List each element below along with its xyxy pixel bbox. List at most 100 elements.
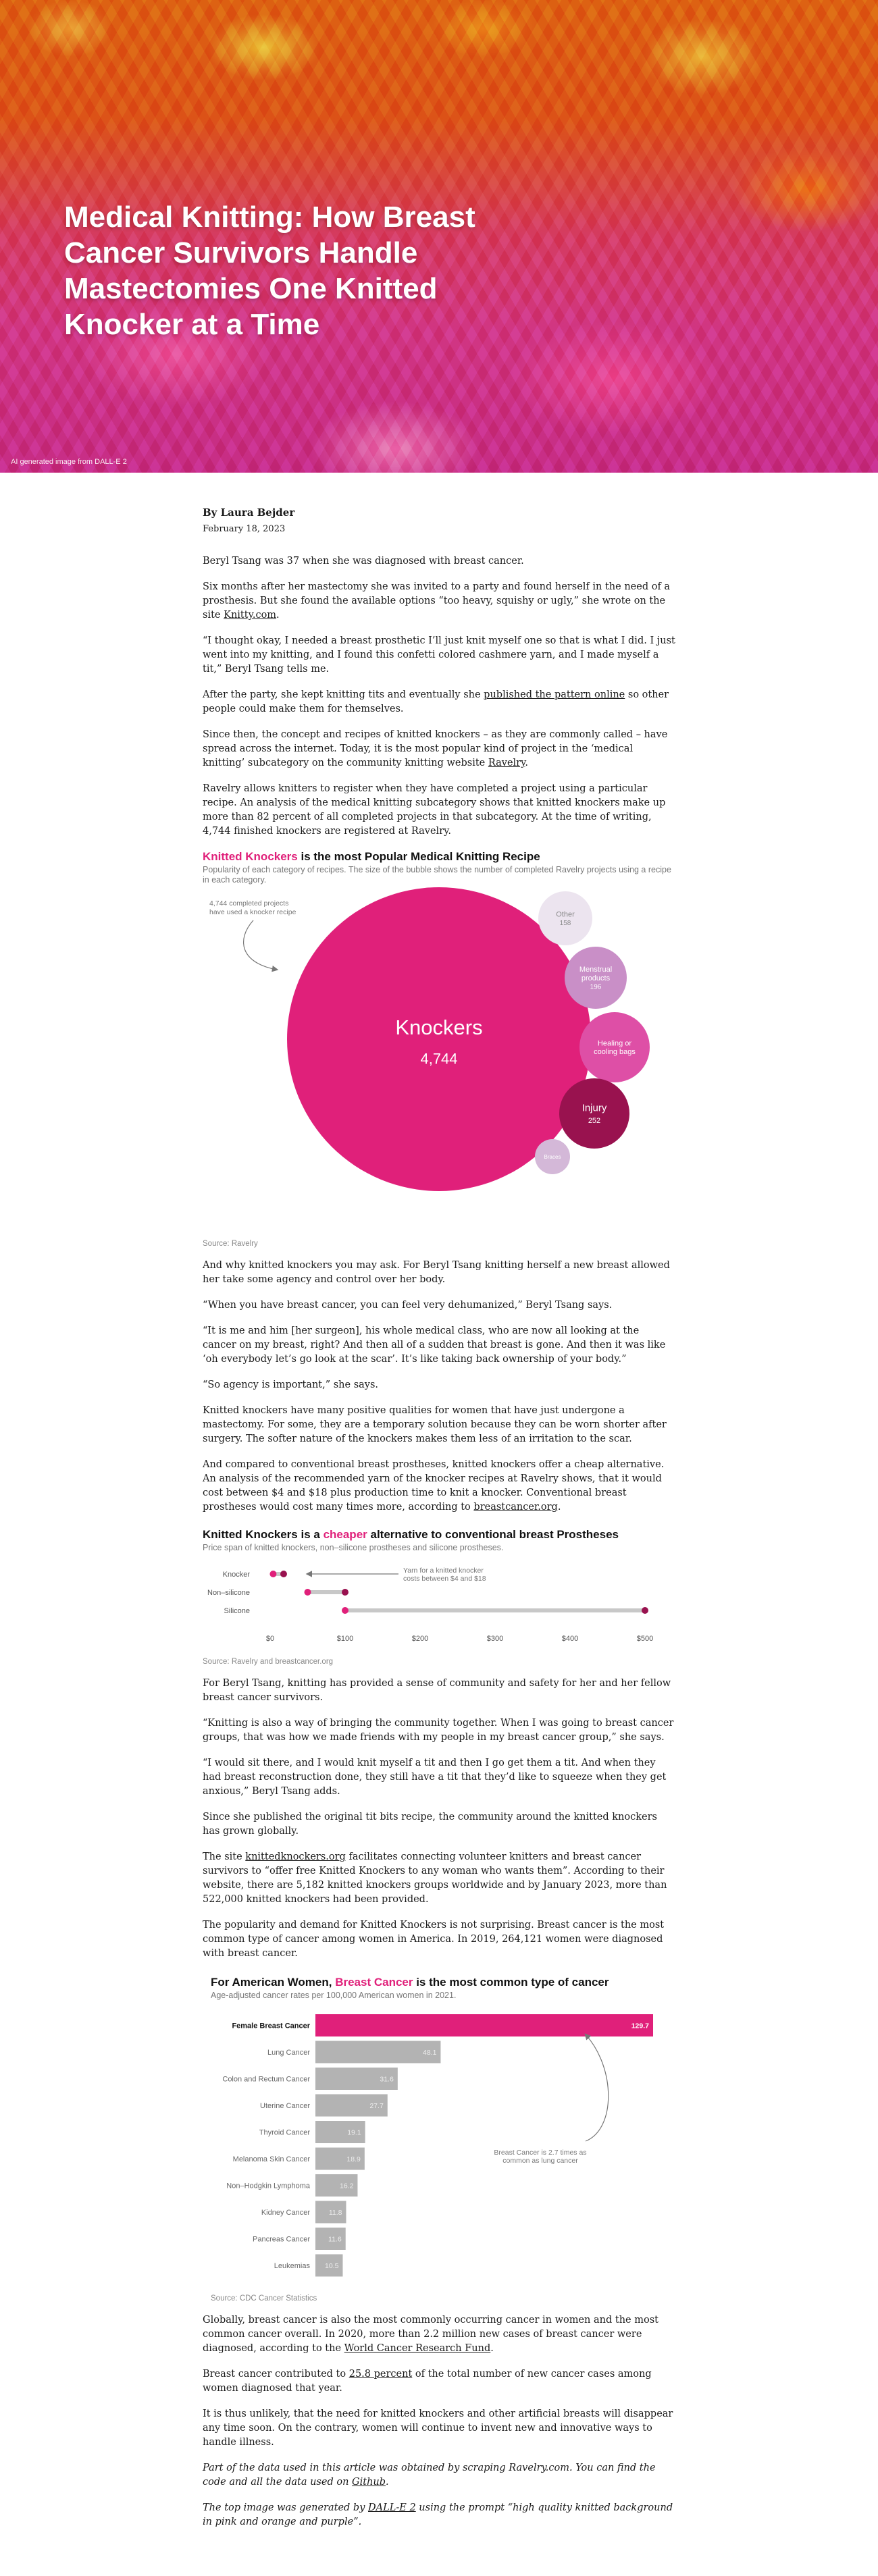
- wcrf-link[interactable]: World Cancer Research Fund: [344, 2343, 491, 2354]
- bar: [315, 2228, 346, 2250]
- bar-category-label: Leukemias: [274, 2262, 311, 2270]
- bar-row-colon-and-rectum-cancer: Colon and Rectum Cancer 31.6: [222, 2068, 398, 2090]
- bar: [315, 2014, 653, 2036]
- bar-category-label: Pancreas Cancer: [253, 2236, 310, 2244]
- github-link[interactable]: Github: [352, 2477, 386, 2488]
- annotation-arrow: [243, 920, 279, 972]
- cancer-rates-svg: Female Breast Cancer 129.7 Lung Cancer 48.1…: [222, 2014, 653, 2277]
- range-annotation-line1: Yarn for a knitted knocker: [403, 1567, 484, 1575]
- x-tick-label: $500: [637, 1635, 653, 1643]
- range-max-dot: [280, 1571, 287, 1577]
- hbar-annotation-line2: common as lung cancer: [502, 2157, 578, 2165]
- bubble-circle: [579, 1012, 650, 1082]
- bar-value-label: 16.2: [340, 2182, 354, 2190]
- bubble-label: Braces: [544, 1154, 561, 1160]
- paragraph: “I thought okay, I needed a breast prost…: [203, 635, 675, 675]
- article-body: By Laura Bejder February 18, 2023 Beryl …: [203, 473, 675, 2529]
- chart-source: Source: Ravelry: [203, 1240, 258, 1248]
- bar-category-label: Lung Cancer: [267, 2049, 310, 2057]
- bar-value-label: 19.1: [347, 2129, 361, 2137]
- range-row-silicone: Silicone: [224, 1607, 648, 1615]
- bubble-label: Injury: [582, 1103, 607, 1114]
- dalle-link[interactable]: DALL-E 2: [368, 2502, 416, 2513]
- paragraph: And why knitted knockers you may ask. Fo…: [203, 1260, 670, 1285]
- range-row-non-silicone: Non–silicone: [207, 1589, 348, 1597]
- x-tick-label: $400: [562, 1635, 578, 1643]
- bar-value-label: 27.7: [369, 2102, 384, 2110]
- percent-link[interactable]: 25.8 percent: [348, 2369, 413, 2380]
- bar-row-female-breast-cancer: Female Breast Cancer 129.7: [232, 2014, 653, 2036]
- bar-value-label: 31.6: [380, 2076, 394, 2084]
- bar: [315, 2041, 441, 2064]
- cancer-rates-chart: For American Women, Breast Cancer is the…: [203, 1976, 675, 2303]
- chart-source: Source: Ravelry and breastcancer.org: [203, 1658, 334, 1666]
- bar-value-label: 129.7: [631, 2022, 649, 2030]
- knitty-link[interactable]: Knitty.com: [224, 610, 277, 621]
- chart-source: Source: CDC Cancer Statistics: [211, 2294, 317, 2303]
- bubble-circle: [287, 887, 591, 1191]
- bar-value-label: 10.5: [325, 2262, 339, 2270]
- bar: [315, 2094, 388, 2117]
- hero-banner: Medical Knitting: How Breast Cancer Surv…: [0, 0, 878, 473]
- bar: [315, 2068, 398, 2090]
- bar-row-lung-cancer: Lung Cancer 48.1: [267, 2041, 441, 2064]
- paragraph: “Knitting is also a way of bringing the …: [203, 1718, 674, 1743]
- paragraph: “It is me and him [her surgeon], his who…: [203, 1325, 666, 1365]
- bar-row-thyroid-cancer: Thyroid Cancer 19.1: [259, 2121, 365, 2143]
- range-annotation-line2: costs between $4 and $18: [403, 1575, 486, 1583]
- bubble-braces: Braces: [535, 1139, 570, 1174]
- bubble-chart-svg: 4,744 completed projects have used a kno…: [209, 887, 650, 1191]
- bubble-label: cooling bags: [594, 1048, 636, 1056]
- bubble-value: 196: [590, 984, 602, 991]
- range-max-dot: [342, 1589, 348, 1596]
- bubble-injury: Injury 252: [559, 1078, 629, 1149]
- bubble-circle: [538, 891, 592, 945]
- range-min-dot: [269, 1571, 277, 1577]
- price-range-chart: Knitted Knockers is a cheaper alternativ…: [203, 1528, 675, 1666]
- ravelry-link[interactable]: Ravelry: [488, 758, 525, 768]
- bar-category-label: Female Breast Cancer: [232, 2022, 310, 2030]
- knitted-background-image: [0, 0, 878, 473]
- paragraph: “So agency is important,” she says.: [203, 1379, 379, 1390]
- paragraph: Beryl Tsang was 37 when she was diagnose…: [203, 556, 524, 567]
- knittedknockers-link[interactable]: knittedknockers.org: [245, 1851, 346, 1862]
- x-tick-label: $200: [412, 1635, 428, 1643]
- price-range-svg: Knocker Non–silicone Silicone $0 $100 $200 $30…: [207, 1567, 653, 1643]
- bubble-label: Knockers: [395, 1016, 482, 1039]
- paragraph: Since then, the concept and recipes of k…: [203, 729, 668, 768]
- bar: [315, 2174, 358, 2197]
- range-category-label: Non–silicone: [207, 1589, 250, 1597]
- bar-row-kidney-cancer: Kidney Cancer 11.8: [261, 2201, 346, 2224]
- bubble-value: 4,744: [420, 1051, 457, 1068]
- bubble-value: 252: [588, 1117, 600, 1125]
- bar: [315, 2121, 365, 2143]
- data-note: Part of the data used in this article wa…: [203, 2463, 656, 2488]
- bar-value-label: 11.8: [329, 2209, 342, 2217]
- paragraph: For Beryl Tsang, knitting has provided a…: [203, 1678, 671, 1703]
- breastcancer-org-link[interactable]: breastcancer.org: [473, 1502, 558, 1513]
- x-tick-label: $300: [487, 1635, 503, 1643]
- bar: [315, 2254, 343, 2277]
- bubble-circle: [565, 947, 627, 1009]
- range-min-dot: [304, 1589, 311, 1596]
- paragraph: “I would sit there, and I would knit mys…: [203, 1758, 667, 1797]
- pattern-link[interactable]: published the pattern online: [484, 689, 625, 700]
- paragraph: It is thus unlikely, that the need for k…: [203, 2409, 673, 2448]
- paragraph: Globally, breast cancer is also the most…: [203, 2315, 658, 2354]
- bubble-circle: [535, 1139, 570, 1174]
- bubble-label: products: [582, 974, 611, 982]
- range-row-knocker: Knocker: [223, 1571, 287, 1579]
- publish-date: February 18, 2023: [203, 524, 286, 534]
- image-credit: AI generated image from DALL-E 2: [11, 458, 127, 466]
- bubble-chart: Knitted Knockers is the most Popular Med…: [203, 850, 675, 1248]
- bubble-label: Other: [556, 911, 575, 919]
- bubble-circle: [559, 1078, 629, 1149]
- author-byline: By Laura Bejder: [203, 506, 295, 519]
- bar-value-label: 48.1: [423, 2049, 437, 2057]
- range-category-label: Knocker: [223, 1571, 251, 1579]
- paragraph: Breast cancer contributed to 25.8 percen…: [203, 2369, 652, 2394]
- bar-category-label: Melanoma Skin Cancer: [233, 2155, 311, 2163]
